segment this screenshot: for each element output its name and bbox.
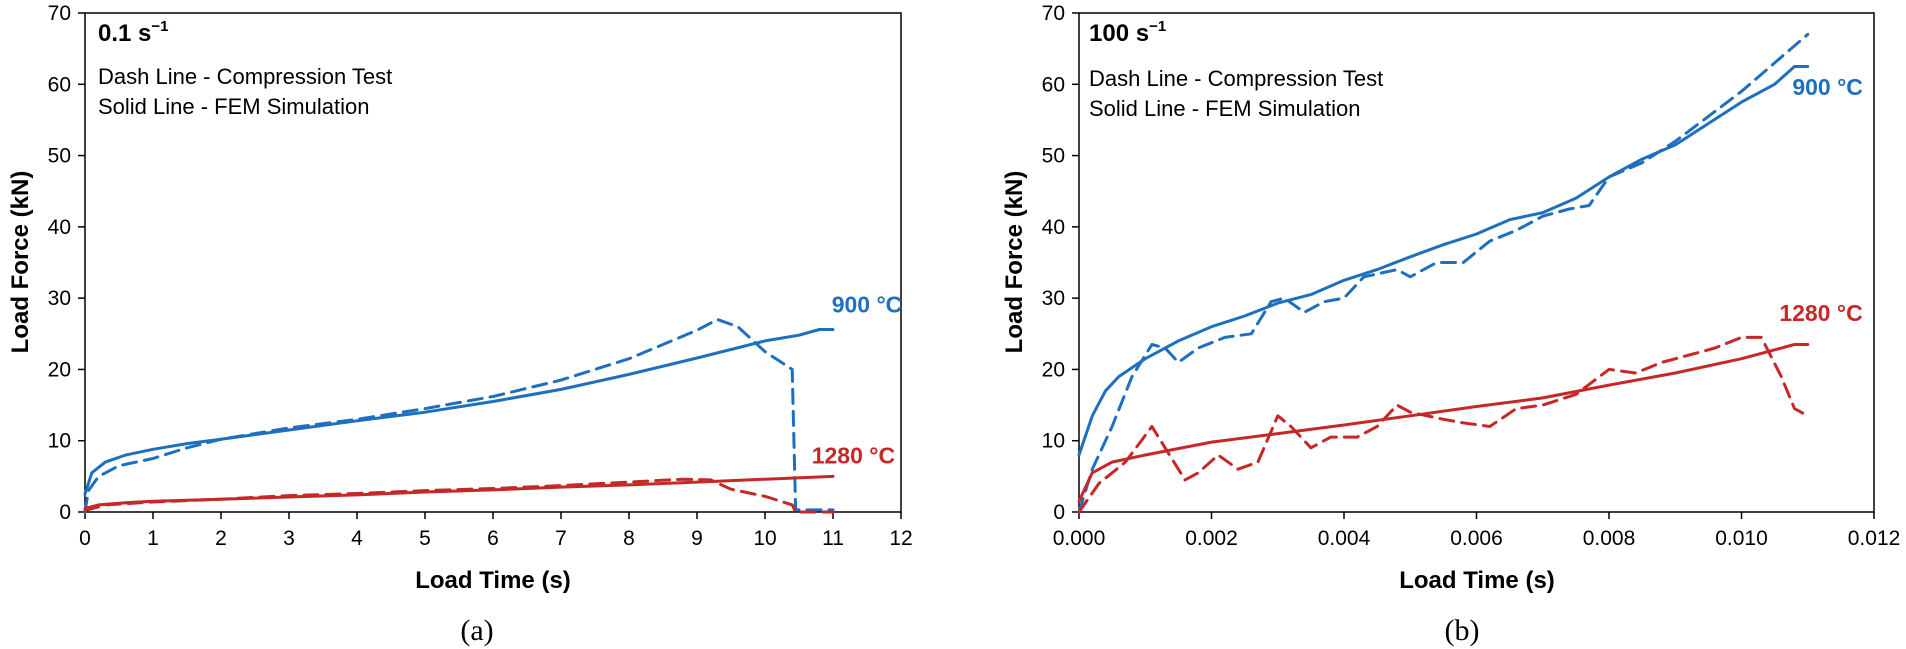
chart-a-series-1280c-test-line (83, 477, 835, 514)
chart-b-series-900c-fem-line (1077, 65, 1810, 457)
chart-b-annotations: 900 °C 1280 °C (1779, 74, 1863, 326)
chart-a-x-tick-label: 10 (753, 527, 776, 550)
chart-b-label-900c: 900 °C (1792, 74, 1863, 100)
chart-b-caption: (b) (1445, 614, 1480, 647)
chart-b-legend-solid: Solid Line - FEM Simulation (1089, 96, 1360, 121)
chart-b-y-tick-label: 20 (1042, 358, 1065, 381)
chart-b-series (1077, 32, 1810, 514)
chart-b-series-1280c-fem-line (1077, 343, 1810, 503)
chart-b-series-1280c-test-line (1077, 335, 1810, 514)
chart-a-legend-solid: Solid Line - FEM Simulation (98, 94, 369, 119)
svg-text:100 s−1: 100 s−1 (1089, 18, 1166, 47)
chart-b-x-axis-title: Load Time (s) (1399, 567, 1555, 594)
chart-a-x-tick-label: 0 (79, 527, 91, 550)
chart-a-y-axis-title: Load Force (kN) (7, 171, 34, 354)
chart-a-x-tick-label: 2 (215, 527, 227, 550)
chart-a-y-tick-label: 10 (48, 430, 71, 453)
chart-a-x-axis-title: Load Time (s) (415, 567, 571, 594)
chart-b-x-tick-label: 0.002 (1185, 527, 1238, 550)
chart-a-x-tick-label: 9 (691, 527, 703, 550)
chart-b-y-tick-label: 60 (1042, 73, 1065, 96)
chart-b-x-tick-label: 0.010 (1715, 527, 1768, 550)
chart-a-x-ticks: 0 1 2 3 4 5 6 7 8 9 10 11 12 (79, 512, 913, 550)
chart-a-title: 0.1 s−1 (98, 18, 169, 47)
chart-a-y-ticks: 0 10 20 30 40 50 60 70 (48, 2, 85, 524)
chart-a-x-tick-label: 1 (147, 527, 159, 550)
chart-b-title-superscript: −1 (1149, 18, 1166, 35)
chart-b-x-tick-label: 0.000 (1053, 527, 1106, 550)
chart-b-x-tick-label: 0.006 (1450, 527, 1503, 550)
chart-b-title: 100 s−1 (1089, 18, 1166, 47)
chart-a-y-tick-label: 50 (48, 145, 71, 168)
chart-a-label-1280c: 1280 °C (812, 443, 895, 469)
chart-b-series-900c-test-line (1077, 32, 1810, 514)
chart-b-y-tick-label: 70 (1042, 2, 1065, 25)
chart-a-y-tick-label: 60 (48, 73, 71, 96)
chart-b-legend-dash: Dash Line - Compression Test (1089, 66, 1383, 91)
chart-a-title-text: 0.1 s (98, 20, 151, 47)
chart-b-x-tick-label: 0.004 (1318, 527, 1371, 550)
chart-b-x-ticks: 0.000 0.002 0.004 0.006 0.008 0.010 0.012 (1053, 512, 1901, 550)
chart-a-x-tick-label: 7 (555, 527, 567, 550)
chart-b-title-text: 100 s (1089, 20, 1149, 47)
chart-b-y-tick-label: 50 (1042, 145, 1065, 168)
chart-a-series-1280c-fem-line (83, 474, 835, 510)
chart-a-title-superscript: −1 (151, 18, 168, 35)
chart-a-caption: (a) (460, 614, 493, 647)
chart-b-y-tick-label: 40 (1042, 216, 1065, 239)
chart-a-x-tick-label: 4 (351, 527, 363, 550)
chart-b-y-axis-title: Load Force (kN) (1001, 171, 1028, 354)
chart-b-x-tick-label: 0.012 (1848, 527, 1901, 550)
chart-a-x-tick-label: 3 (283, 527, 295, 550)
chart-a-x-tick-label: 5 (419, 527, 431, 550)
chart-a-x-tick-label: 11 (822, 527, 844, 550)
chart-a-legend-dash: Dash Line - Compression Test (98, 64, 392, 89)
chart-b-y-ticks: 0 10 20 30 40 50 60 70 (1042, 2, 1079, 524)
chart-a-x-tick-label: 6 (487, 527, 499, 550)
chart-a-series (83, 318, 835, 514)
chart-a-series-900c-test-line (83, 318, 835, 514)
chart-a: 0.1 s−1 Dash Line - Compression Test Sol… (7, 2, 913, 647)
chart-a-y-tick-label: 30 (48, 287, 71, 310)
chart-a-y-tick-label: 70 (48, 2, 71, 25)
chart-b-y-tick-label: 10 (1042, 430, 1065, 453)
chart-b-label-1280c: 1280 °C (1779, 300, 1862, 326)
chart-b: 100 s−1 Dash Line - Compression Test Sol… (1001, 2, 1900, 647)
chart-a-y-tick-label: 20 (48, 358, 71, 381)
chart-a-x-tick-label: 8 (623, 527, 635, 550)
chart-a-y-tick-label: 0 (59, 501, 71, 524)
chart-a-y-tick-label: 40 (48, 216, 71, 239)
svg-text:0.1 s−1: 0.1 s−1 (98, 18, 169, 47)
chart-a-series-900c-fem-line (83, 328, 835, 496)
chart-a-annotations: 900 °C 1280 °C (812, 291, 903, 468)
chart-b-y-tick-label: 0 (1053, 501, 1065, 524)
chart-a-label-900c: 900 °C (832, 291, 903, 317)
chart-a-x-tick-label: 12 (889, 527, 912, 550)
chart-b-x-tick-label: 0.008 (1583, 527, 1636, 550)
chart-b-y-tick-label: 30 (1042, 287, 1065, 310)
